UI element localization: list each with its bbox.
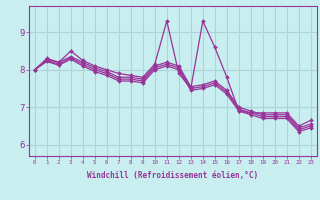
X-axis label: Windchill (Refroidissement éolien,°C): Windchill (Refroidissement éolien,°C) — [87, 171, 258, 180]
